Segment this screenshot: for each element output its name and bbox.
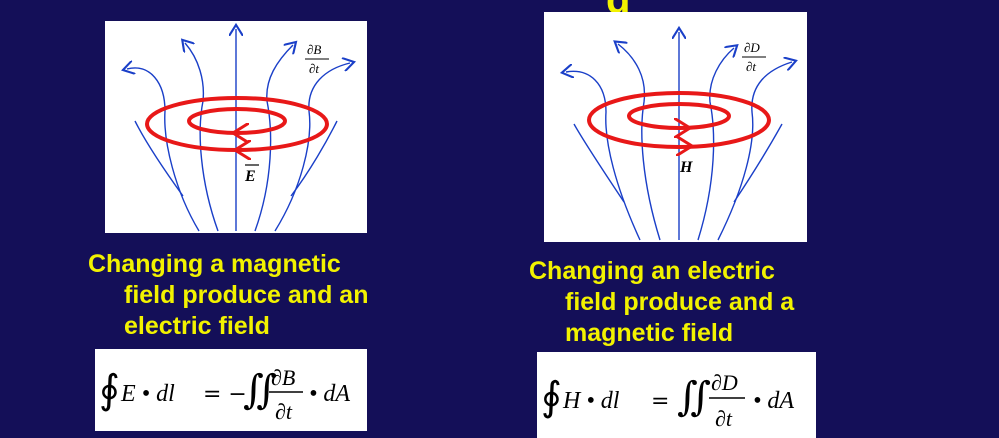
equals-sign: = — [651, 389, 669, 414]
current-loops — [145, 96, 329, 152]
rhs-tail: • dA — [753, 388, 794, 414]
left-caption-line-3: electric field — [124, 312, 270, 340]
ampere-maxwell-diagram: ∂D ∂t H — [544, 12, 807, 241]
rhs-numerator: ∂B — [271, 365, 295, 390]
rhs-denominator: ∂t — [715, 406, 733, 431]
rhs-numerator: ∂D — [711, 370, 738, 395]
rhs-tail: • dA — [309, 381, 350, 407]
equals-sign: = − — [203, 382, 247, 407]
magnetic-field-label: H — [679, 159, 693, 176]
dD-dt-numerator: ∂D — [744, 40, 760, 55]
right-caption: Changing an electric field produce and a… — [529, 256, 794, 349]
right-caption-line-2: field produce and a — [565, 288, 795, 316]
double-integral-symbol: ∬ — [243, 367, 277, 413]
electric-field-lines — [566, 32, 792, 241]
faraday-induction-diagram: ∂B ∂t E — [105, 21, 367, 232]
dB-dt-numerator: ∂B — [307, 42, 321, 57]
dB-dt-denominator: ∂t — [309, 61, 319, 76]
closed-integral-symbol: ∮ — [541, 374, 562, 420]
left-diagram: ∂B ∂t E — [105, 21, 367, 233]
right-diagram: ∂D ∂t H — [544, 12, 807, 242]
left-caption-line-1: Changing a magnetic — [88, 250, 341, 278]
closed-integral-symbol: ∮ — [99, 367, 120, 413]
lhs-integrand: E • dl — [120, 381, 175, 407]
right-caption-line-1: Changing an electric — [529, 257, 775, 285]
lhs-integrand: H • dl — [562, 388, 620, 414]
left-caption-line-2: field produce and an — [124, 281, 369, 309]
double-integral-symbol: ∬ — [677, 374, 711, 420]
left-caption: Changing a magnetic field produce and an… — [88, 249, 368, 342]
ampere-maxwell-equation: ∮ H • dl = ∬ ∂D ∂t • dA — [537, 352, 816, 438]
rhs-denominator: ∂t — [275, 399, 293, 424]
dD-dt-denominator: ∂t — [746, 59, 756, 74]
electric-field-label: E — [244, 168, 256, 185]
faraday-equation: ∮ E • dl = − ∬ ∂B ∂t • dA — [95, 349, 367, 431]
right-caption-line-3: magnetic field — [565, 319, 734, 347]
